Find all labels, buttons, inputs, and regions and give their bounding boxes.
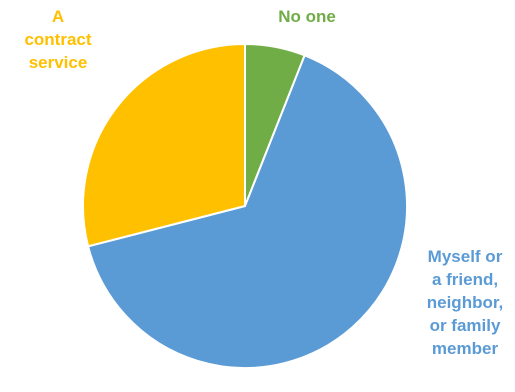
slice-label-no-one: No one	[278, 7, 336, 26]
slice-label-line: service	[29, 53, 88, 72]
slice-label-line: member	[432, 339, 499, 358]
slice-label-line: No one	[278, 7, 336, 26]
slice-label-line: contract	[24, 30, 91, 49]
slice-label-myself-or-a-friend-neighbor-or-family-member: Myself or a friend, neighbor, or family memb…	[427, 247, 504, 358]
slice-label-line: neighbor,	[427, 293, 504, 312]
slice-label-line: or family	[430, 316, 501, 335]
pie-slice-myself-or-a-friend-neighbor-or-family-member	[86, 54, 408, 369]
slice-label-line: A	[52, 7, 64, 26]
pie-slices	[82, 42, 408, 369]
slice-label-line: a friend,	[432, 270, 498, 289]
pie-slice-a-contract-service	[82, 42, 246, 248]
pie-labels: No one Myself or a friend, neighbor, or fami…	[24, 7, 503, 358]
slice-label-line: Myself or	[428, 247, 503, 266]
